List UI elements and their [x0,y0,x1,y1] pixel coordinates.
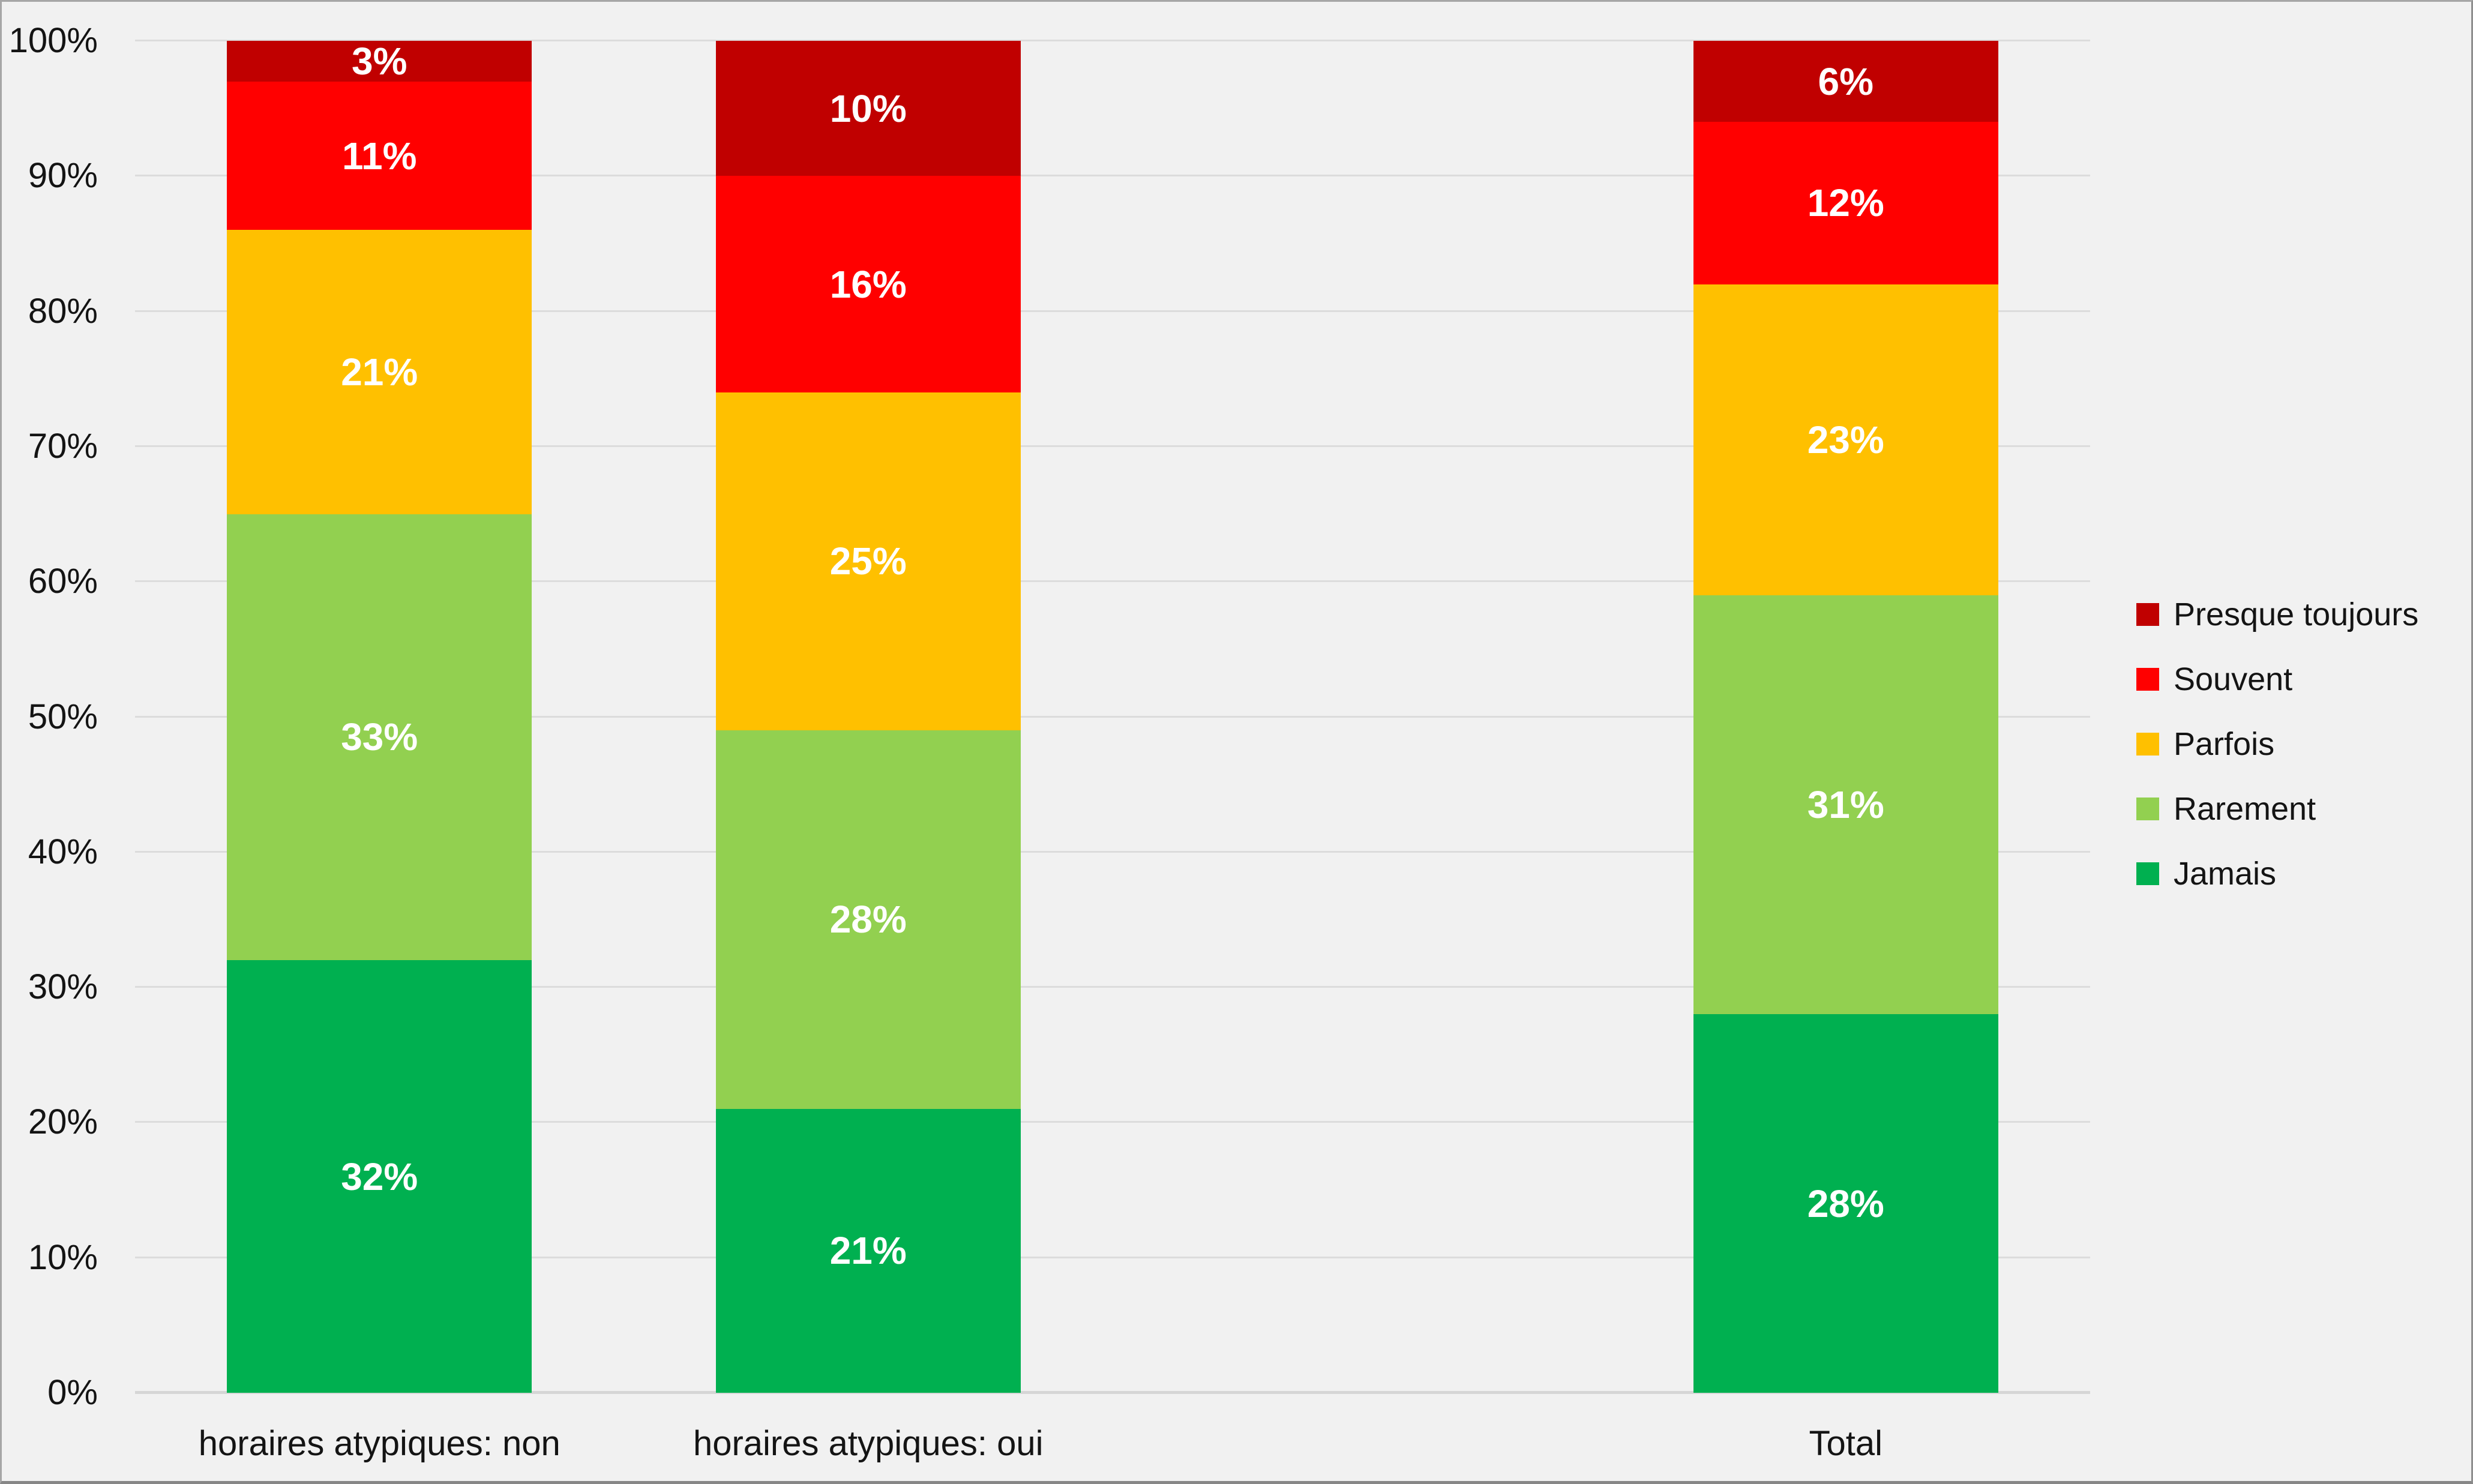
segment-value-label: 12% [1807,181,1884,225]
y-axis-tick-label: 10% [28,1237,98,1277]
y-axis-tick-label: 60% [28,562,98,601]
legend-item-presque-toujours: Presque toujours [2136,582,2418,647]
legend-swatch [2136,862,2159,885]
legend-swatch [2136,798,2159,820]
segment-value-label: 33% [341,715,418,759]
segment-value-label: 6% [1818,59,1874,103]
y-axis-tick-label: 40% [28,832,98,871]
bar-segment-parfois: 23% [1693,284,1998,595]
segment-value-label: 28% [1807,1182,1884,1225]
gridline [135,310,2090,312]
bar-segment-presque-toujours: 3% [227,41,532,82]
legend-item-parfois: Parfois [2136,712,2418,777]
bar-2: 21% 28% 25% 16% 10% [715,41,1021,1393]
y-axis-tick-label: 100% [8,21,98,60]
segment-value-label: 28% [829,898,907,942]
y-axis: 0% 10% 20% 30% 40% 50% 60% 70% 80% 90% 100% [2,23,98,1410]
plot-area: 32% 33% 21% 11% 3% horaires atypiques: non 21%… [135,40,2090,1463]
segment-value-label: 16% [829,262,907,306]
segment-value-label: 11% [341,134,417,178]
gridline [135,175,2090,177]
segment-value-label: 23% [1807,418,1884,461]
legend-item-jamais: Jamais [2136,841,2418,906]
y-axis-tick-label: 90% [28,156,98,196]
x-axis-category-label: horaires atypiques: non [198,1424,560,1463]
bar-segment-presque-toujours: 6% [1693,41,1998,122]
bar-segment-parfois: 21% [227,230,532,514]
x-axis-category-label: Total [1809,1424,1883,1463]
legend-label: Parfois [2174,726,2275,762]
legend-label: Souvent [2174,661,2293,697]
bar-segment-jamais: 21% [715,1108,1021,1393]
legend-swatch [2136,603,2159,626]
y-axis-tick-label: 50% [28,697,98,736]
segment-value-label: 21% [341,350,418,394]
bar-segment-jamais: 28% [1693,1014,1998,1393]
x-axis-baseline [135,1391,2090,1394]
bar-segment-souvent: 12% [1693,122,1998,284]
bar-segment-parfois: 25% [715,392,1021,731]
segment-value-label: 3% [352,39,407,83]
bar-segment-jamais: 32% [227,960,532,1393]
y-axis-tick-label: 20% [28,1102,98,1142]
legend-label: Rarement [2174,791,2316,827]
segment-value-label: 32% [341,1155,418,1198]
x-axis-category-label: horaires atypiques: oui [693,1424,1044,1463]
bar-segment-souvent: 16% [715,176,1021,392]
bar-segment-rarement: 33% [227,514,532,961]
y-axis-tick-label: 70% [28,426,98,466]
gridline [135,1256,2090,1258]
bar-segment-rarement: 28% [715,730,1021,1109]
gridline [135,40,2090,41]
bar-3: 28% 31% 23% 12% 6% [1693,41,1998,1393]
segment-value-label: 21% [829,1229,907,1273]
legend-label: Jamais [2174,856,2277,892]
legend: Presque toujours Souvent Parfois Rarement Ja… [2136,582,2418,906]
bar-segment-presque-toujours: 10% [715,41,1021,176]
gridline [135,580,2090,583]
gridline [135,1121,2090,1123]
legend-label: Presque toujours [2174,596,2419,632]
gridline [135,445,2090,447]
legend-item-souvent: Souvent [2136,647,2418,712]
bar-segment-souvent: 11% [227,81,532,230]
gridline [135,715,2090,718]
segment-value-label: 31% [1807,783,1884,826]
bar-segment-rarement: 31% [1693,595,1998,1015]
y-axis-tick-label: 80% [28,291,98,331]
y-axis-tick-label: 0% [47,1373,98,1412]
bar-1: 32% 33% 21% 11% 3% [227,41,532,1393]
legend-item-rarement: Rarement [2136,777,2418,841]
segment-value-label: 25% [829,539,907,583]
legend-swatch [2136,733,2159,756]
gridline [135,986,2090,988]
legend-swatch [2136,668,2159,691]
segment-value-label: 10% [829,86,907,130]
y-axis-tick-label: 30% [28,967,98,1007]
gridline [135,850,2090,853]
